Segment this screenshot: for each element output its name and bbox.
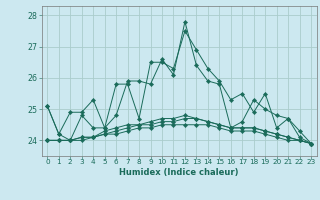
X-axis label: Humidex (Indice chaleur): Humidex (Indice chaleur) [119, 168, 239, 177]
